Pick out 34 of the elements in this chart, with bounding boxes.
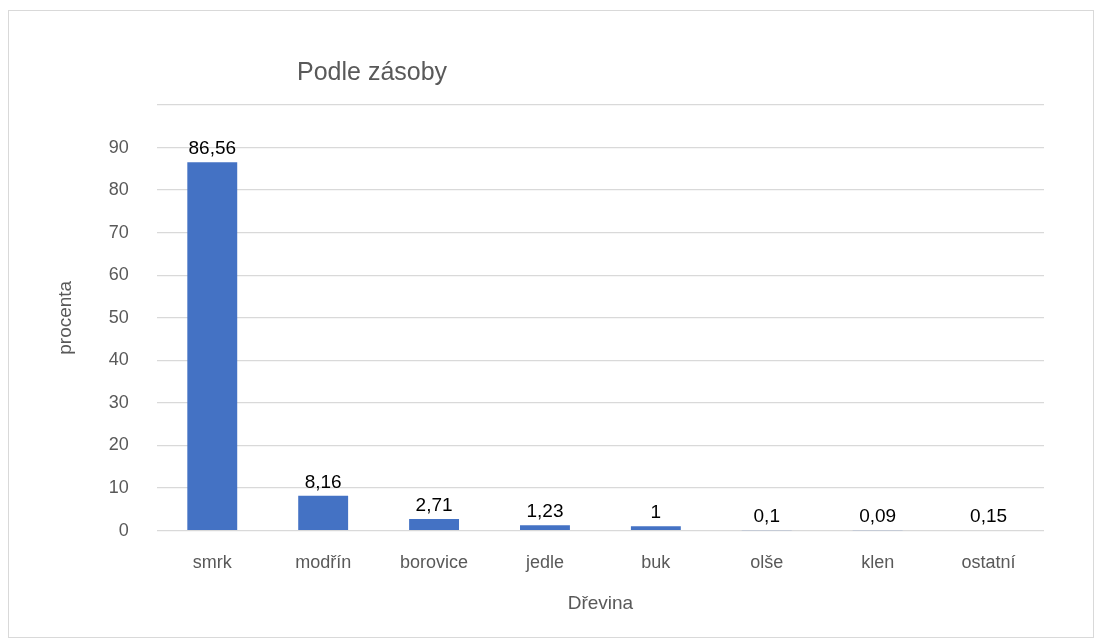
bar <box>630 526 681 530</box>
data-label: 1 <box>650 501 662 523</box>
data-label: 0,15 <box>970 504 1008 526</box>
x-tick-label: klen <box>861 552 895 573</box>
x-tick-label: olše <box>750 552 784 573</box>
data-label: 86,56 <box>188 136 237 158</box>
x-tick-label: modřín <box>295 552 352 573</box>
y-tick-label: 0 <box>118 519 129 540</box>
x-tick-label: ostatní <box>961 552 1016 573</box>
y-tick-label: 70 <box>108 221 129 242</box>
x-tick-label: buk <box>641 552 672 573</box>
chart-title: Podle zásoby <box>297 57 448 85</box>
y-tick-label: 40 <box>108 349 129 370</box>
data-label: 0,09 <box>859 504 897 526</box>
x-axis-title: Dřevina <box>567 591 634 613</box>
y-tick-label: 50 <box>108 306 129 327</box>
bar <box>409 519 460 530</box>
data-label: 0,1 <box>753 504 780 526</box>
y-tick-label: 10 <box>108 477 129 498</box>
x-tick-label: borovice <box>400 552 469 573</box>
bar <box>520 525 570 530</box>
y-tick-label: 90 <box>108 136 129 157</box>
data-label: 8,16 <box>304 470 342 492</box>
bar <box>298 495 349 530</box>
data-label: 2,71 <box>415 493 453 515</box>
y-tick-label: 30 <box>108 391 129 412</box>
y-tick-label: 60 <box>108 264 129 285</box>
y-tick-label: 20 <box>108 434 129 455</box>
bar <box>187 162 238 530</box>
y-tick-label: 80 <box>108 179 129 200</box>
data-label: 1,23 <box>526 500 564 522</box>
y-axis-title: procenta <box>53 280 75 355</box>
x-tick-label: jedle <box>524 552 564 573</box>
x-tick-label: smrk <box>192 552 233 573</box>
